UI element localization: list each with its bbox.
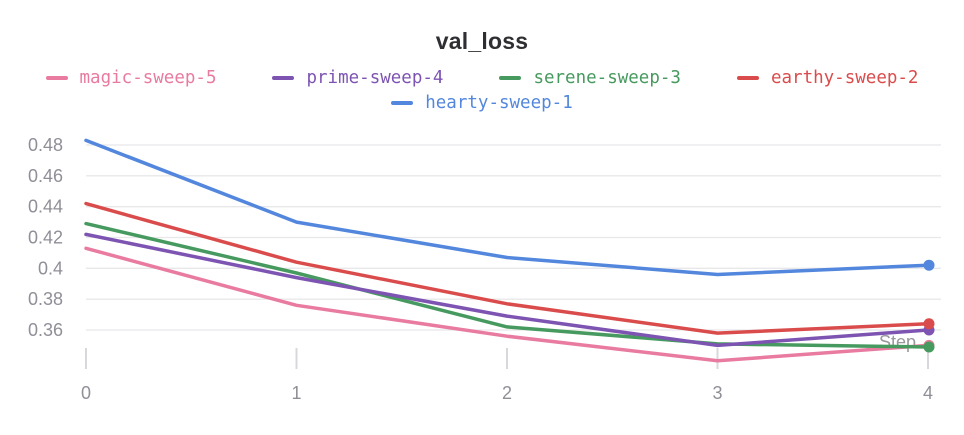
- legend-swatch-icon: [391, 101, 414, 105]
- series-line-magic-sweep-5[interactable]: [84, 246, 930, 363]
- y-axis-tick-label: 0.36: [28, 320, 63, 340]
- x-axis-tick-label: 1: [291, 383, 301, 403]
- y-axis-tick-label: 0.38: [28, 289, 63, 309]
- legend-label: earthy-sweep-2: [770, 68, 919, 88]
- series-line-earthy-sweep-2[interactable]: [84, 201, 930, 335]
- legend-swatch-icon: [272, 76, 295, 80]
- y-axis-tick-label: 0.48: [28, 135, 63, 155]
- series-endpoint-hearty-sweep-1: [923, 259, 935, 271]
- legend-label: magic-sweep-5: [79, 68, 217, 88]
- chart-legend: magic-sweep-5 prime-sweep-4 serene-sweep-3…: [0, 66, 964, 115]
- y-axis-tick-label: 0.44: [28, 197, 63, 217]
- legend-swatch-icon: [499, 76, 522, 80]
- series-line-serene-sweep-3[interactable]: [84, 221, 930, 349]
- x-axis-tick-label: 4: [923, 383, 933, 403]
- legend-item-earthy-sweep-2[interactable]: earthy-sweep-2: [736, 66, 919, 90]
- x-axis-tick-label: 3: [712, 383, 722, 403]
- x-axis-tick-label: 2: [502, 383, 512, 403]
- legend-item-hearty-sweep-1[interactable]: hearty-sweep-1: [391, 91, 573, 115]
- legend-swatch-icon: [736, 76, 759, 80]
- series-line-hearty-sweep-1[interactable]: [84, 138, 930, 277]
- y-axis-tick-label: 0.4: [38, 258, 63, 278]
- legend-label: prime-sweep-4: [306, 68, 444, 88]
- legend-item-prime-sweep-4[interactable]: prime-sweep-4: [272, 66, 443, 90]
- legend-item-magic-sweep-5[interactable]: magic-sweep-5: [45, 66, 217, 90]
- legend-swatch-icon: [45, 76, 68, 80]
- chart-title: val_loss: [435, 28, 529, 54]
- legend-label: serene-sweep-3: [533, 68, 681, 88]
- series-line-prime-sweep-4[interactable]: [84, 232, 930, 348]
- y-axis-tick-label: 0.42: [28, 228, 63, 248]
- y-axis-tick-label: 0.46: [28, 166, 63, 186]
- series-endpoint-earthy-sweep-2: [923, 318, 935, 330]
- legend-item-serene-sweep-3[interactable]: serene-sweep-3: [499, 66, 681, 90]
- x-axis-tick-label: 0: [81, 383, 91, 403]
- series-endpoint-serene-sweep-3: [923, 341, 935, 353]
- legend-label: hearty-sweep-1: [425, 93, 573, 113]
